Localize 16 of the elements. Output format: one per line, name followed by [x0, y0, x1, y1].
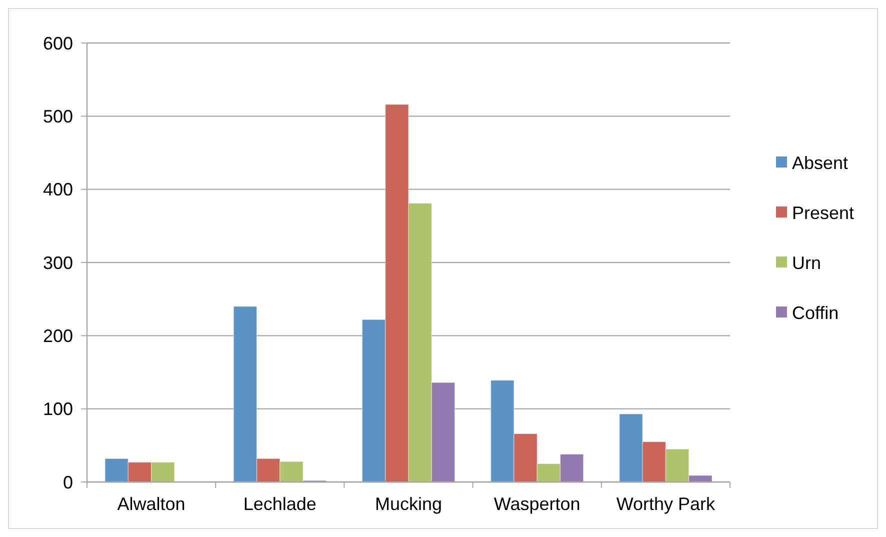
- legend-label: Absent: [792, 152, 848, 173]
- y-tick-label: 0: [62, 472, 73, 492]
- legend-label: Urn: [792, 252, 822, 273]
- x-tick-label: Worthy Park: [616, 494, 716, 514]
- x-tick-label: Lechlade: [243, 494, 316, 514]
- y-tick-label: 200: [42, 326, 73, 346]
- legend-label: Present: [792, 202, 854, 223]
- x-tick-label: Alwalton: [117, 494, 186, 514]
- y-tick-label: 600: [42, 33, 73, 54]
- legend-label: Coffin: [792, 302, 839, 323]
- y-tick-label: 500: [42, 106, 73, 126]
- x-tick-label: Wasperton: [494, 494, 580, 514]
- y-tick-label: 400: [42, 180, 73, 200]
- y-tick-label: 100: [42, 399, 73, 420]
- y-tick-label: 300: [42, 252, 73, 273]
- x-tick-label: Mucking: [374, 494, 442, 514]
